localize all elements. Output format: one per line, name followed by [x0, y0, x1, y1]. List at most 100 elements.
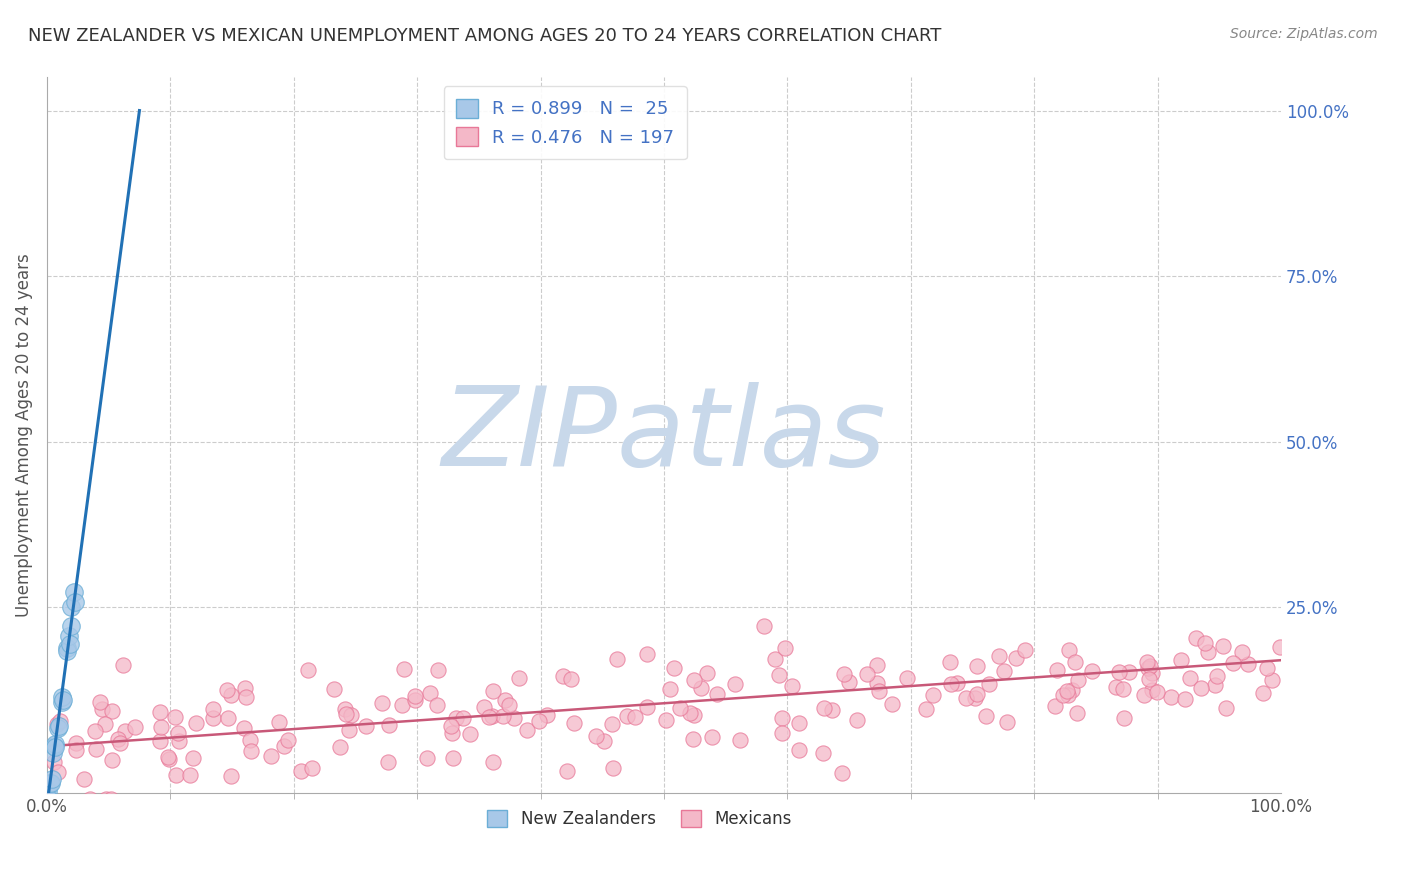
Point [46, 722, 69, 736]
Point [682, 732, 704, 747]
Point [59, 637, 82, 651]
Point [94, 792, 117, 806]
Point [333, 702, 356, 716]
Point [240, 744, 263, 758]
Point [301, 761, 323, 775]
Point [1139, 659, 1161, 673]
Point [1180, 671, 1202, 685]
Point [585, 729, 607, 743]
Point [1174, 691, 1197, 706]
Point [1137, 672, 1160, 686]
Point [441, 751, 464, 765]
Point [215, 682, 238, 697]
Point [955, 691, 977, 706]
Point [51, 695, 73, 709]
Point [377, 755, 399, 769]
Point [267, 714, 290, 729]
Point [1060, 682, 1083, 697]
Point [181, 751, 204, 765]
Point [896, 671, 918, 685]
Point [752, 619, 775, 633]
Point [38, 792, 60, 806]
Point [1237, 657, 1260, 671]
Point [1197, 645, 1219, 659]
Point [1052, 688, 1074, 702]
Point [474, 700, 496, 714]
Point [831, 765, 853, 780]
Point [451, 711, 474, 725]
Point [770, 711, 793, 725]
Point [101, 753, 124, 767]
Point [1137, 660, 1160, 674]
Point [516, 723, 538, 738]
Point [683, 707, 706, 722]
Point [184, 716, 207, 731]
Text: ZIPatlas: ZIPatlas [441, 382, 886, 489]
Point [60, 600, 83, 615]
Point [1118, 665, 1140, 680]
Point [391, 698, 413, 712]
Point [221, 688, 243, 702]
Point [44, 739, 66, 754]
Point [1081, 665, 1104, 679]
Point [478, 710, 501, 724]
Point [636, 647, 658, 661]
Point [59, 618, 82, 632]
Point [404, 692, 426, 706]
Point [834, 667, 856, 681]
Point [89, 695, 111, 709]
Point [44, 739, 66, 753]
Point [963, 690, 986, 705]
Point [1057, 643, 1080, 657]
Point [404, 690, 426, 704]
Point [1215, 700, 1237, 714]
Point [100, 792, 122, 806]
Point [277, 733, 299, 747]
Point [551, 669, 574, 683]
Point [562, 715, 585, 730]
Point [914, 702, 936, 716]
Point [700, 730, 723, 744]
Point [48, 718, 70, 732]
Point [37, 781, 59, 796]
Point [124, 720, 146, 734]
Point [813, 700, 835, 714]
Point [58, 629, 80, 643]
Point [202, 702, 225, 716]
Point [555, 764, 578, 778]
Point [993, 664, 1015, 678]
Point [1067, 673, 1090, 687]
Point [811, 746, 834, 760]
Point [37, 791, 59, 805]
Point [728, 733, 751, 747]
Point [163, 709, 186, 723]
Point [1212, 639, 1234, 653]
Point [1256, 661, 1278, 675]
Point [166, 726, 188, 740]
Point [107, 732, 129, 747]
Point [772, 726, 794, 740]
Point [110, 736, 132, 750]
Point [323, 682, 346, 697]
Point [46, 717, 69, 731]
Point [65, 743, 87, 757]
Point [866, 657, 889, 672]
Point [683, 673, 706, 688]
Point [616, 708, 638, 723]
Point [865, 675, 887, 690]
Point [1066, 706, 1088, 721]
Point [787, 743, 810, 757]
Point [337, 723, 360, 737]
Point [977, 677, 1000, 691]
Point [1112, 682, 1135, 697]
Point [773, 640, 796, 655]
Point [52, 693, 75, 707]
Point [55, 640, 77, 655]
Point [765, 651, 787, 665]
Point [1206, 669, 1229, 683]
Point [150, 720, 173, 734]
Point [167, 734, 190, 748]
Point [921, 688, 943, 702]
Point [664, 661, 686, 675]
Text: NEW ZEALANDER VS MEXICAN UNEMPLOYMENT AMONG AGES 20 TO 24 YEARS CORRELATION CHAR: NEW ZEALANDER VS MEXICAN UNEMPLOYMENT AM… [28, 27, 942, 45]
